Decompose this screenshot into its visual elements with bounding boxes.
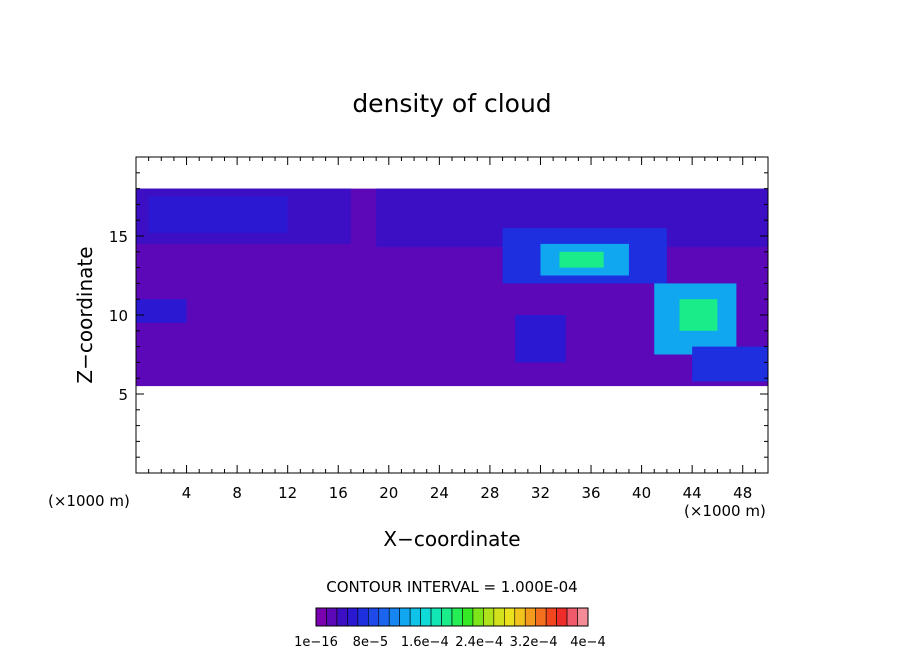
y-tick-label: 5 [118,386,128,404]
colorbar-swatch [483,607,495,627]
colorbar [315,607,589,627]
heatmap-area [136,188,768,387]
colorbar-swatch [504,607,516,627]
chart-title: density of cloud [352,89,551,118]
colorbar-swatch [399,607,411,627]
heatmap-region-11 [515,315,566,363]
y-tick-label: 15 [109,228,128,246]
x-tick-label: 44 [683,484,702,502]
x-tick-label: 12 [278,484,297,502]
colorbar-swatch [315,607,327,627]
colorbar-frame [315,607,589,627]
x-tick-label: 16 [329,484,348,502]
x-tick-label: 40 [632,484,651,502]
x-tick-label: 36 [581,484,600,502]
colorbar-swatch [420,607,432,627]
colorbar-tick-label: 8e−5 [353,635,388,650]
colorbar-tick-label: 1.6e−4 [401,635,449,650]
y-axis-label: Z−coordinate [73,246,97,383]
colorbar-swatch [441,607,453,627]
colorbar-swatch [409,607,421,627]
colorbar-swatch [462,607,474,627]
x-tick-label: 32 [531,484,550,502]
x-unit-label-right: (×1000 m) [684,502,766,520]
x-unit-label-left: (×1000 m) [48,492,130,510]
colorbar-swatch [368,607,380,627]
heatmap-region-10 [136,299,187,323]
x-axis-label: X−coordinate [383,527,520,551]
x-tick-label: 28 [480,484,499,502]
colorbar-tick-label: 1e−16 [294,635,338,650]
heatmap-region-9 [692,346,768,382]
colorbar-swatch [535,607,547,627]
x-tick-label: 24 [430,484,449,502]
x-tick-label: 4 [182,484,192,502]
heatmap-region-6 [559,251,604,268]
colorbar-swatch [545,607,557,627]
colorbar-swatch [493,607,505,627]
colorbar-swatch [388,607,400,627]
colorbar-tick-label: 4e−4 [570,635,605,650]
colorbar-swatch [524,607,536,627]
colorbar-tick-label: 2.4e−4 [455,635,503,650]
x-tick-label: 48 [733,484,752,502]
x-tick-label: 20 [379,484,398,502]
colorbar-swatch [347,607,359,627]
colorbar-swatch [378,607,390,627]
colorbar-labels: 1e−16 8e−5 1.6e−4 2.4e−4 3.2e−4 4e−4 [294,635,606,650]
heatmap-region-8 [679,299,718,331]
colorbar-tick-label: 3.2e−4 [510,635,558,650]
colorbar-swatch [451,607,463,627]
colorbar-swatch [336,607,348,627]
x-tick-label: 8 [232,484,242,502]
y-axis: 5 10 15 [109,172,768,458]
x-axis: 4 8 12 16 20 24 28 32 36 40 44 48 [148,157,756,502]
colorbar-swatch [357,607,369,627]
colorbar-swatch [566,607,578,627]
heatmap-region-2 [148,196,288,233]
colorbar-swatch [326,607,338,627]
colorbar-swatch [514,607,526,627]
colorbar-swatch [577,607,589,627]
contour-interval-label: CONTOUR INTERVAL = 1.000E-04 [326,578,577,596]
colorbar-swatch [472,607,484,627]
colorbar-swatch [430,607,442,627]
y-tick-label: 10 [109,307,128,325]
colorbar-swatch [556,607,568,627]
